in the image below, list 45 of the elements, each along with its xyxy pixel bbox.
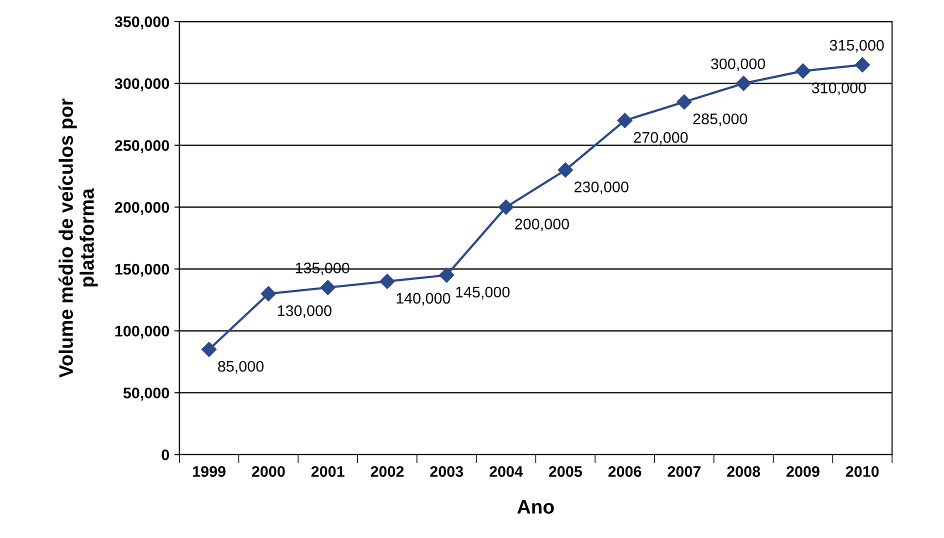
y-tick-label: 300,000 xyxy=(114,78,170,92)
data-label: 315,000 xyxy=(830,40,884,53)
x-tick-label: 2006 xyxy=(608,466,642,477)
y-axis-title: Volume médio de veículos por plataforma xyxy=(58,98,98,378)
y-tick-label: 350,000 xyxy=(114,16,170,30)
x-tick-label: 1999 xyxy=(193,466,226,477)
point xyxy=(498,200,514,215)
y-tick-label: 150,000 xyxy=(115,264,170,277)
x-axis-title: Ano xyxy=(517,500,554,514)
data-label: 300,000 xyxy=(711,58,766,72)
point xyxy=(558,162,573,178)
x-tick-label: 2003 xyxy=(430,466,464,477)
y-tick-label: 250,000 xyxy=(114,140,170,154)
point xyxy=(795,63,811,79)
point xyxy=(617,112,632,128)
x-tick-label: 2008 xyxy=(727,466,760,477)
point xyxy=(736,76,752,91)
x-tick-label: 2010 xyxy=(846,466,879,477)
x-tick-label: 2002 xyxy=(370,466,404,477)
y-tick-label: 0 xyxy=(162,449,170,460)
point xyxy=(854,57,870,72)
data-label: 140,000 xyxy=(396,292,450,306)
data-label: 310,000 xyxy=(812,82,866,96)
point xyxy=(676,94,692,110)
x-tick-label: 2005 xyxy=(548,466,582,477)
x-tick-label: 2007 xyxy=(668,466,701,477)
x-tick-label: 2001 xyxy=(311,466,344,477)
data-label: 130,000 xyxy=(278,305,332,318)
data-label: 270,000 xyxy=(634,132,688,145)
point xyxy=(320,280,336,296)
data-label: 145,000 xyxy=(456,286,510,300)
data-label: 85,000 xyxy=(218,360,264,374)
x-tick-label: 2000 xyxy=(252,466,285,477)
x-tick-label: 2004 xyxy=(490,466,523,477)
point xyxy=(439,268,454,283)
data-label: 285,000 xyxy=(693,113,748,126)
y-tick-label: 200,000 xyxy=(114,202,170,216)
point xyxy=(201,342,217,357)
data-label: 200,000 xyxy=(515,218,569,232)
data-label: 230,000 xyxy=(574,182,628,194)
y-tick-label: 50,000 xyxy=(123,388,170,401)
point xyxy=(380,274,395,289)
y-tick-label: 100,000 xyxy=(115,326,170,339)
point xyxy=(260,286,276,302)
x-tick-label: 2009 xyxy=(786,466,820,477)
